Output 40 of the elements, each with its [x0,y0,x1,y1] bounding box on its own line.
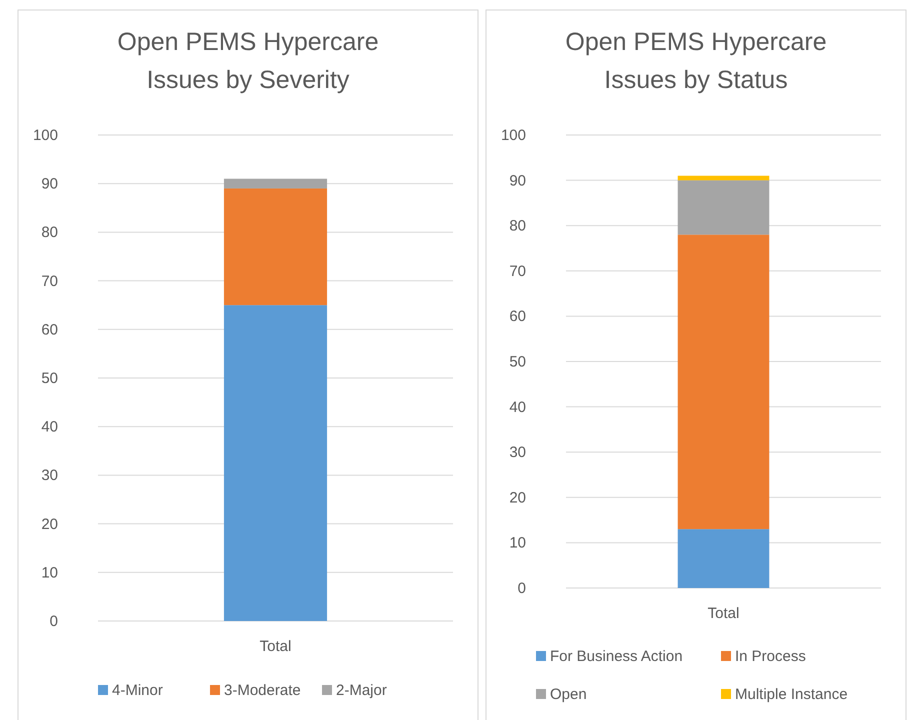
y-tick-label: 10 [509,534,526,552]
bar [224,188,328,306]
bar [678,180,770,235]
legend-label: 4-Minor [112,682,163,699]
chart-title: Open PEMS Hypercare Issues by Status [565,28,827,94]
y-tick-label: 60 [509,308,526,326]
y-tick-label: 0 [518,580,526,597]
legend-label: In Process [735,648,806,665]
y-tick-label: 100 [32,127,58,144]
y-tick-label: 50 [41,370,58,387]
y-tick-label: 70 [41,272,58,290]
y-tick-label: 80 [41,224,58,242]
y-tick-label: 30 [509,444,526,462]
bar [678,234,770,530]
y-tick-label: 70 [509,262,526,280]
legend-label: Open [550,686,587,703]
legend-label: 2-Major [336,682,387,699]
bar [224,305,328,621]
bar [678,176,770,180]
y-tick-label: 20 [41,516,58,533]
chart-title: Open PEMS Hypercare Issues by Severity [117,28,379,94]
y-tick-label: 60 [41,321,58,338]
y-tick-label: 100 [500,127,526,144]
bar [678,529,770,588]
y-tick-label: 0 [50,613,58,630]
y-tick-label: 30 [41,467,58,484]
legend-label: For Business Action [550,648,683,665]
legend-label: 3-Moderate [224,682,301,699]
y-tick-label: 20 [509,489,526,506]
y-tick-label: 80 [509,218,526,235]
y-tick-label: 10 [41,564,58,582]
legend-label: Multiple Instance [735,686,848,703]
y-tick-label: 90 [509,172,526,190]
y-tick-label: 50 [509,354,526,370]
bar [224,178,328,188]
y-tick-label: 40 [509,398,526,416]
y-tick-label: 90 [41,176,58,193]
y-tick-label: 40 [41,418,58,436]
x-tick-label: Total [260,638,292,655]
x-tick-label: Total [708,605,740,622]
